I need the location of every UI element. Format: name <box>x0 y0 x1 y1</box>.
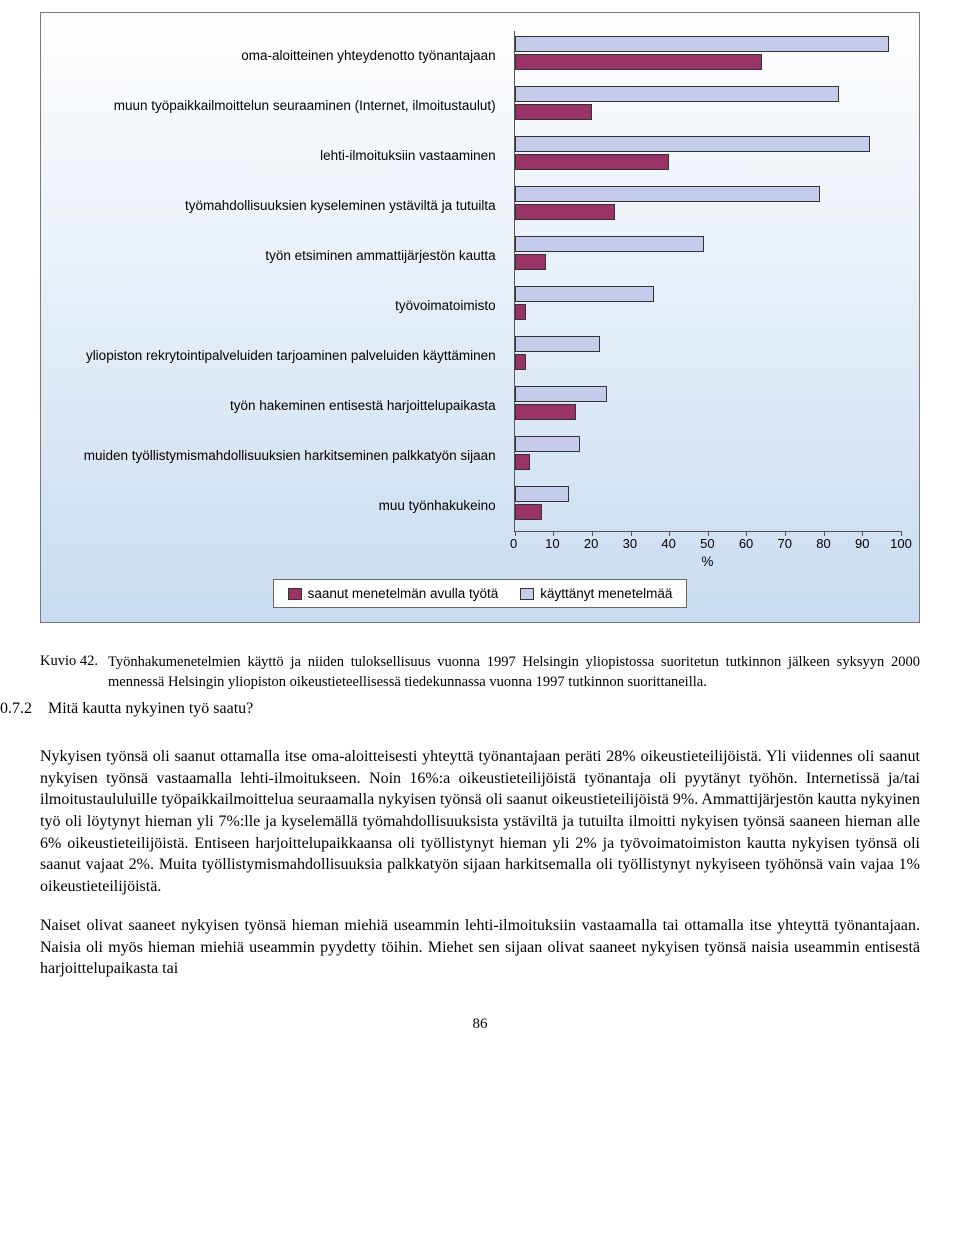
chart-plot-area <box>514 31 901 532</box>
category-label: oma-aloitteinen yhteydenotto työnantajaa… <box>59 31 496 81</box>
category-label: työn hakeminen entisestä harjoittelupaik… <box>59 381 496 431</box>
bar-group <box>515 131 901 181</box>
bar-got <box>515 354 527 370</box>
bar-used <box>515 36 890 52</box>
bar-group <box>515 31 901 81</box>
x-tick-label: 90 <box>855 536 869 551</box>
x-tick-label: 60 <box>739 536 753 551</box>
chart-x-axis: 0102030405060708090100 <box>514 536 901 552</box>
bar-group <box>515 181 901 231</box>
category-label: työmahdollisuuksien kyseleminen ystävilt… <box>59 181 496 231</box>
bar-used <box>515 336 600 352</box>
x-tick-label: 70 <box>778 536 792 551</box>
bar-used <box>515 186 820 202</box>
x-tick-label: 0 <box>510 536 517 551</box>
section-heading: 10.7.2 Mitä kautta nykyinen työ saatu? <box>40 700 920 732</box>
chart-legend: saanut menetelmän avulla työtä käyttänyt… <box>59 579 901 608</box>
x-tick-label: 100 <box>890 536 912 551</box>
bar-used <box>515 386 608 402</box>
category-label: muu työnhakukeino <box>59 481 496 531</box>
x-tick-label: 50 <box>700 536 714 551</box>
category-label: muiden työllistymismahdollisuuksien hark… <box>59 431 496 481</box>
figure-label: Kuvio 42. <box>40 653 98 692</box>
x-tick-label: 30 <box>623 536 637 551</box>
section-number: 10.7.2 <box>0 700 48 718</box>
figure-caption: Kuvio 42. Työnhakumenetelmien käyttö ja … <box>40 653 920 692</box>
bar-group <box>515 481 901 531</box>
bar-got <box>515 404 577 420</box>
legend-item-got: saanut menetelmän avulla työtä <box>288 586 499 601</box>
bar-got <box>515 454 530 470</box>
bar-used <box>515 86 840 102</box>
page-number: 86 <box>40 1016 920 1033</box>
x-tick-label: 10 <box>545 536 559 551</box>
figure-caption-text: Työnhakumenetelmien käyttö ja niiden tul… <box>108 653 920 692</box>
bar-group <box>515 281 901 331</box>
bar-got <box>515 504 542 520</box>
legend-item-used: käyttänyt menetelmää <box>520 586 672 601</box>
section-title: Mitä kautta nykyinen työ saatu? <box>48 700 253 718</box>
bar-got <box>515 254 546 270</box>
chart-x-axis-label: % <box>514 554 901 569</box>
bar-used <box>515 436 581 452</box>
bar-used <box>515 236 704 252</box>
chart-category-labels: oma-aloitteinen yhteydenotto työnantajaa… <box>59 31 514 532</box>
x-tick-label: 80 <box>816 536 830 551</box>
bar-group <box>515 431 901 481</box>
bar-got <box>515 304 527 320</box>
bar-group <box>515 331 901 381</box>
x-tick-label: 40 <box>661 536 675 551</box>
category-label: yliopiston rekrytointipalveluiden tarjoa… <box>59 331 496 381</box>
category-label: muun työpaikkailmoittelun seuraaminen (I… <box>59 81 496 131</box>
bar-group <box>515 231 901 281</box>
category-label: työn etsiminen ammattijärjestön kautta <box>59 231 496 281</box>
bar-used <box>515 286 654 302</box>
bar-used <box>515 136 870 152</box>
paragraph: Naiset olivat saaneet nykyisen työnsä hi… <box>40 915 920 980</box>
bar-group <box>515 381 901 431</box>
job-search-methods-chart: oma-aloitteinen yhteydenotto työnantajaa… <box>40 12 920 623</box>
category-label: lehti-ilmoituksiin vastaaminen <box>59 131 496 181</box>
category-label: työvoimatoimisto <box>59 281 496 331</box>
paragraph: Nykyisen työnsä oli saanut ottamalla its… <box>40 746 920 897</box>
bar-got <box>515 104 592 120</box>
bar-got <box>515 54 762 70</box>
bar-group <box>515 81 901 131</box>
bar-used <box>515 486 569 502</box>
x-tick-label: 20 <box>584 536 598 551</box>
body-text: Nykyisen työnsä oli saanut ottamalla its… <box>40 746 920 980</box>
bar-got <box>515 154 670 170</box>
bar-got <box>515 204 615 220</box>
